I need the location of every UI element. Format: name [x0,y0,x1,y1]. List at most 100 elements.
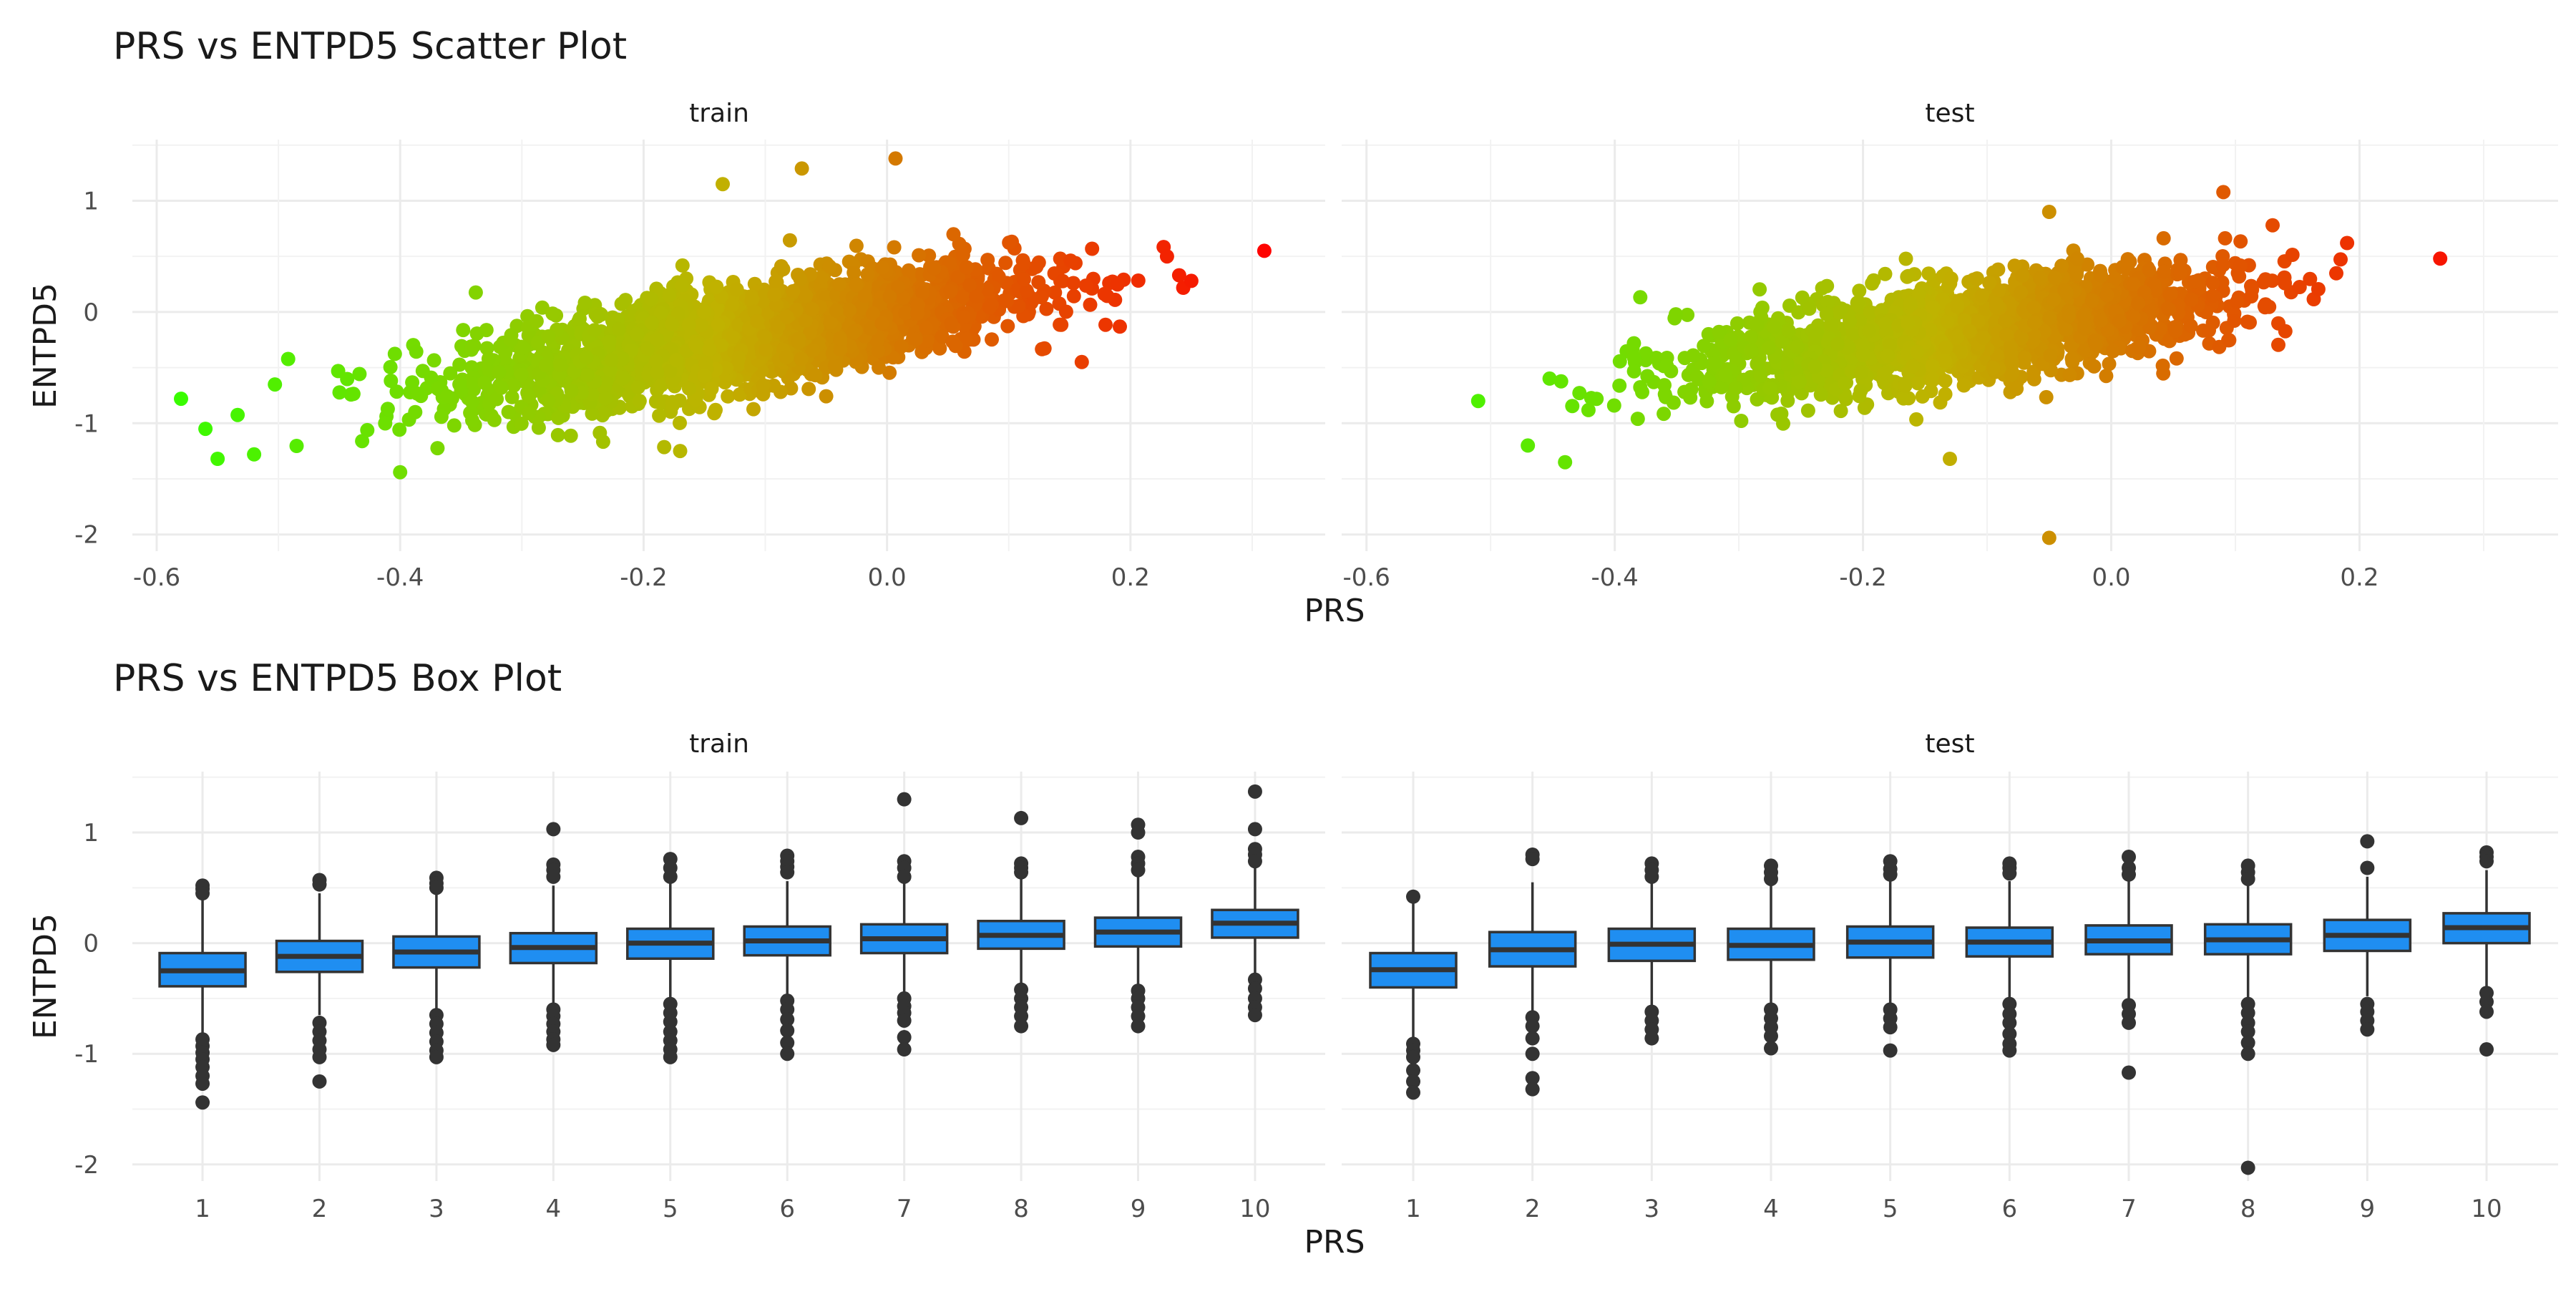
scatter-point [1723,332,1738,347]
scatter-point [1066,276,1081,291]
scatter-point [456,323,471,338]
scatter-point [1680,307,1695,322]
box-4 [509,822,598,1052]
x-tick-label: 0.0 [2092,563,2130,592]
x-tick-label: 3 [429,1195,444,1223]
scatter-point [530,335,545,350]
box-outlier [1525,1046,1540,1062]
scatter-point [1728,381,1743,396]
scatter-point [1925,359,1940,374]
scatter-point [944,316,959,331]
scatter-point [1640,369,1655,384]
box-outlier [2002,1015,2017,1030]
scatter-point [1900,269,1915,284]
scatter-plot: PRS vs ENTPD5 Scatter Plot train test 10… [27,25,2558,629]
scatter-point [434,409,449,424]
scatter-point [1016,272,1031,287]
box-outlier [1247,784,1262,799]
scatter-point [532,384,547,398]
box-9 [2323,834,2412,1037]
scatter-point [443,366,458,381]
scatter-point [2222,333,2237,348]
x-tick-label: -0.2 [1839,563,1886,592]
scatter-point [998,256,1013,271]
scatter-point [539,358,554,373]
scatter-point [709,279,724,294]
scatter-point [540,393,555,408]
scatter-point [174,392,188,407]
box-outlier [1131,1009,1146,1024]
scatter-point [1923,322,1938,337]
scatter-point [467,339,482,354]
scatter-point [1743,329,1758,344]
box-outlier [2240,1024,2255,1039]
scatter-point [2162,288,2177,303]
scatter-point [2069,251,2084,266]
y-tick-label: -1 [74,409,99,438]
box-outlier [1131,1019,1146,1034]
scatter-point [832,277,847,292]
x-tick-label: 7 [2121,1195,2137,1223]
scatter-point [1558,455,1573,470]
scatter-point [675,278,690,293]
scatter-point [1058,304,1073,319]
scatter-point [392,422,407,437]
scatter-point [1819,363,1834,378]
scatter-point [247,447,262,462]
scatter-point [2015,268,2030,283]
scatter-point [2004,367,2019,382]
scatter-point [1686,348,1701,363]
scatter-point [732,387,747,402]
scatter-point [230,407,245,422]
y-tick-label: -1 [74,1040,99,1069]
scatter-point [2033,271,2047,286]
scatter-point [2014,331,2029,345]
scatter-point [1100,288,1115,303]
scatter-point [1956,378,1971,393]
scatter-point [268,377,283,392]
scatter-point [1915,389,1930,404]
box-outlier [312,1074,327,1089]
box-1 [158,878,247,1110]
scatter-point [662,288,677,303]
scatter-point [1940,314,1955,329]
scatter-point [693,318,708,332]
box-outlier [195,1076,210,1091]
box-outlier [897,1013,912,1028]
scatter-point [898,306,913,321]
scatter-point [1911,287,1926,302]
scatter-point [697,304,712,319]
scatter-plot-title: PRS vs ENTPD5 Scatter Plot [113,25,627,68]
scatter-point [1667,311,1682,326]
scatter-point [793,271,808,286]
box-outlier [1883,1043,1898,1058]
scatter-point [2043,348,2058,363]
scatter-point [1098,317,1113,332]
scatter-point [846,325,860,340]
box-outlier [1247,822,1262,837]
scatter-point [644,291,659,306]
box-outlier [663,869,678,884]
scatter-point [2157,264,2172,279]
scatter-point [1854,365,1869,380]
scatter-point [2187,274,2202,289]
box-outlier [429,880,444,895]
scatter-point [1986,361,2001,376]
scatter-point [942,256,957,271]
box-4 [1727,858,1815,1056]
scatter-point [541,329,556,344]
box-outlier [2122,867,2136,882]
box-7 [2084,850,2173,1080]
box-outlier [780,865,795,880]
scatter-point [969,289,984,304]
scatter-point [1974,288,1989,303]
scatter-point [657,439,672,455]
box-2 [1488,847,1577,1097]
scatter-point [1775,334,1790,349]
box-9 [1093,817,1183,1034]
scatter-point [289,439,304,453]
scatter-point [882,365,897,380]
scatter-point [455,372,470,387]
scatter-point [415,364,430,379]
scatter-point [210,452,225,466]
